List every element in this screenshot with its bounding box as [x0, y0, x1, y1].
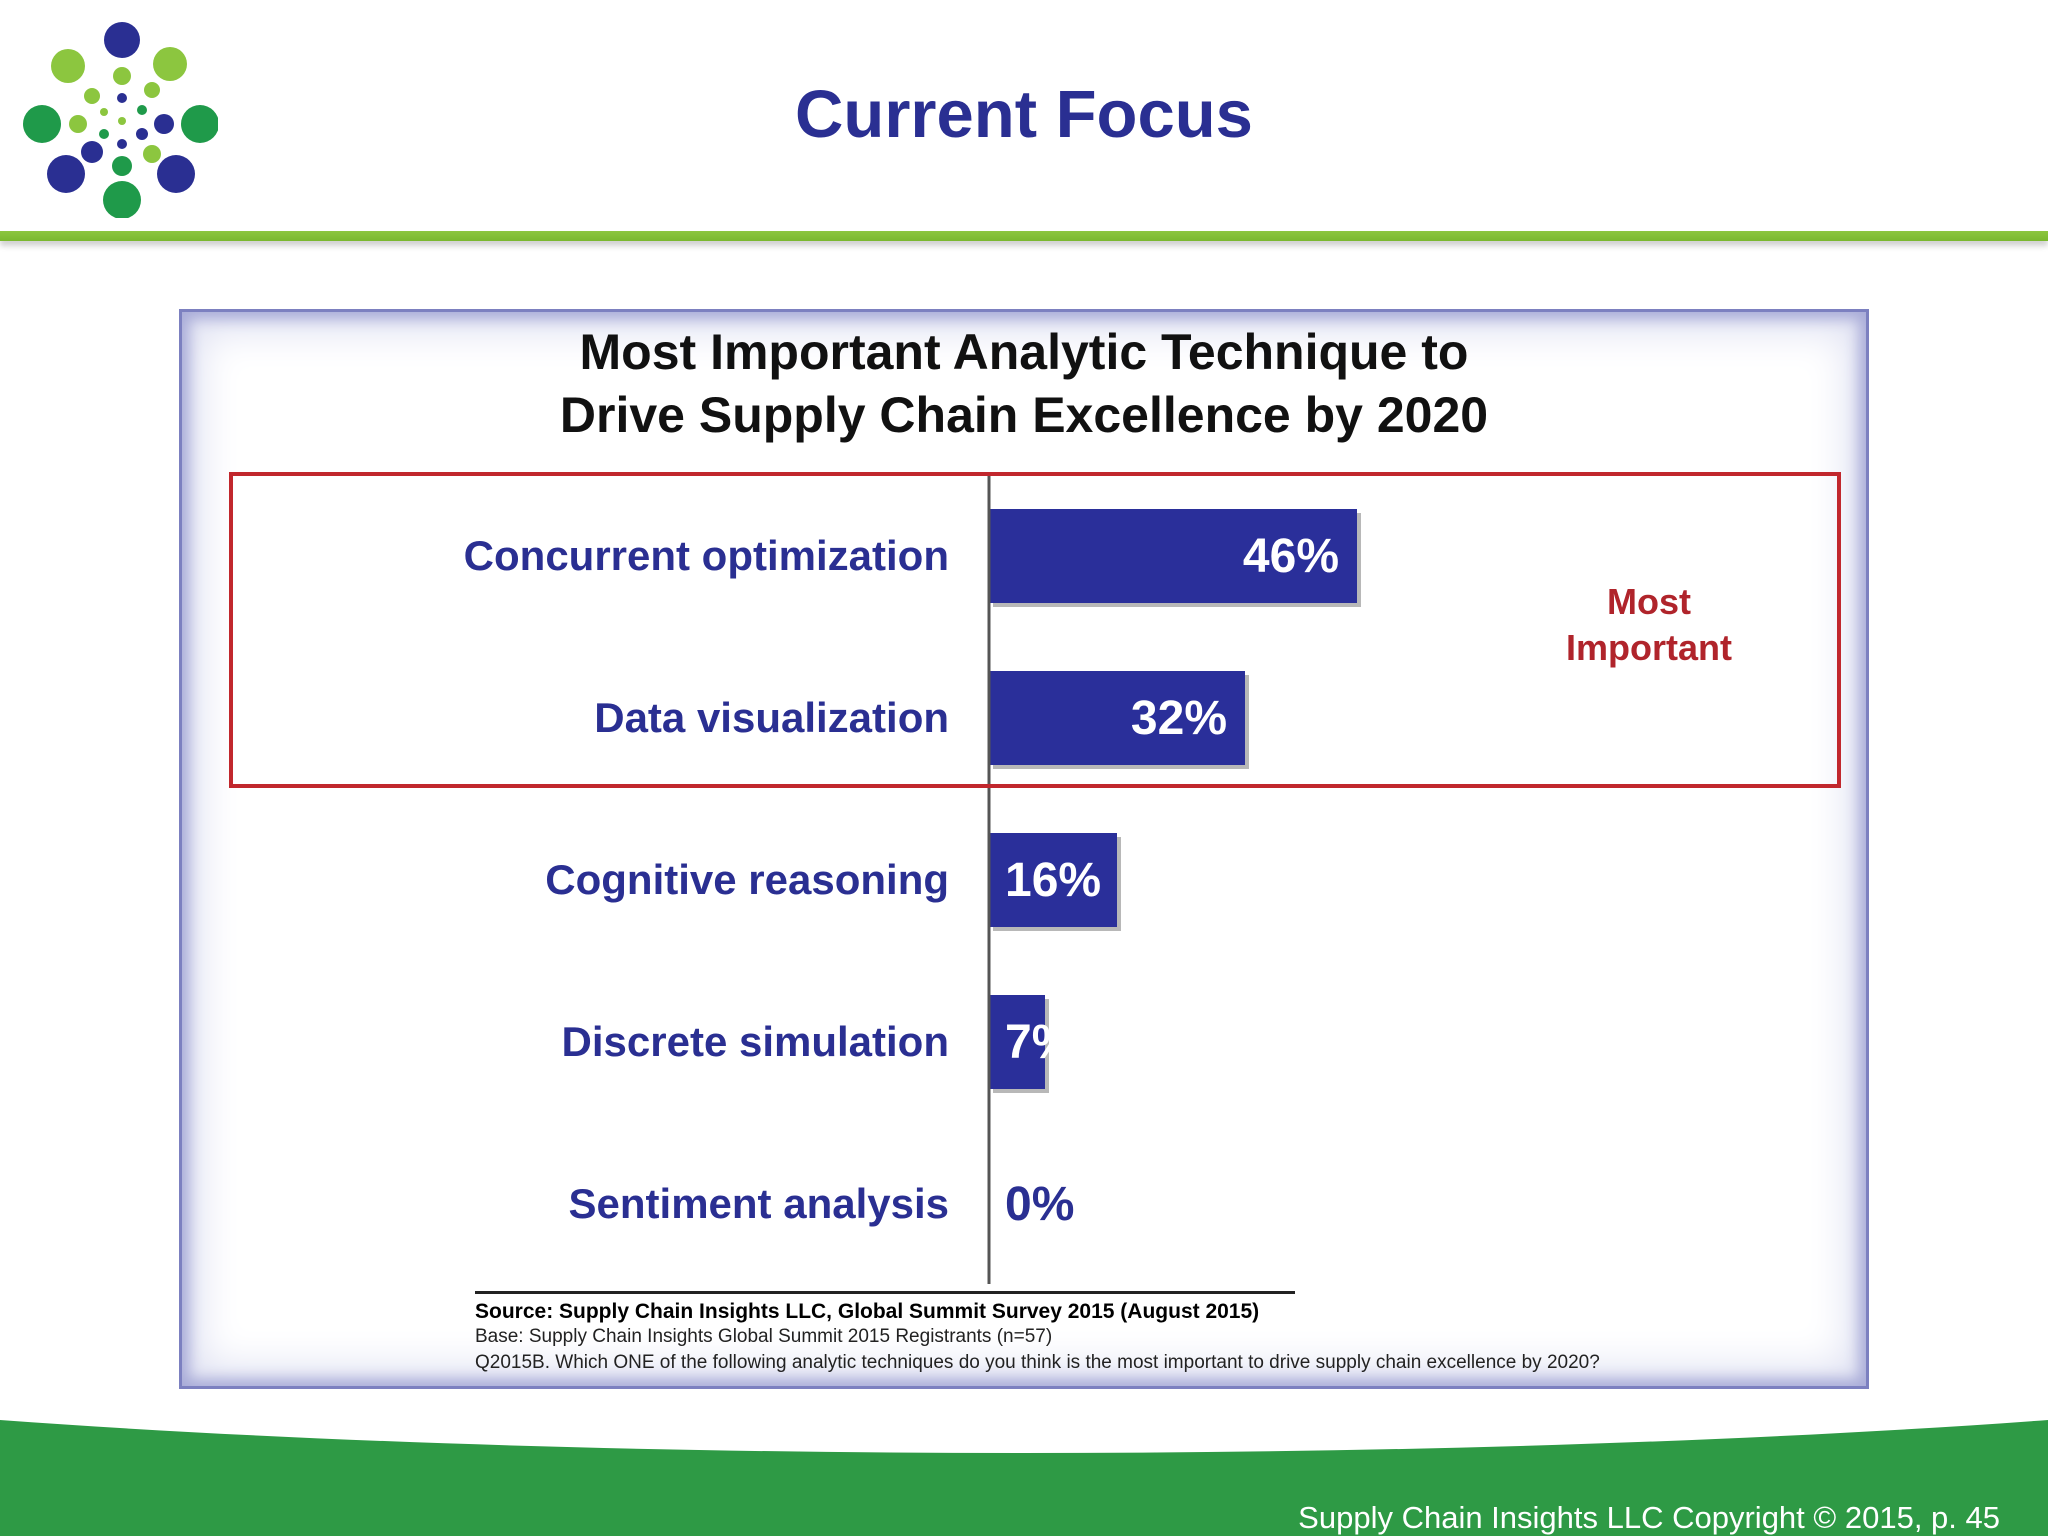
- slide-title: Current Focus: [795, 77, 1253, 152]
- chart-title: Most Important Analytic Technique to Dri…: [179, 321, 1869, 447]
- chart-title-line-2: Drive Supply Chain Excellence by 2020: [559, 387, 1489, 443]
- company-logo-icon: [23, 22, 218, 218]
- chart-title-line-1: Most Important Analytic Technique to: [579, 324, 1469, 380]
- bar: [989, 995, 1045, 1089]
- category-label: Cognitive reasoning: [545, 856, 949, 903]
- value-label: 0%: [1005, 1178, 1074, 1231]
- value-label: 46%: [1243, 530, 1339, 583]
- footer-copyright: Supply Chain Insights LLC Copyright © 20…: [1298, 1500, 2000, 1535]
- header-divider: [0, 231, 2048, 241]
- chart-base-note: Base: Supply Chain Insights Global Summi…: [475, 1326, 1053, 1347]
- source-divider: [475, 1291, 1295, 1294]
- value-label: 32%: [1131, 692, 1227, 745]
- category-label: Discrete simulation: [562, 1018, 949, 1065]
- chart-question-note: Q2015B. Which ONE of the following analy…: [475, 1352, 1600, 1373]
- footer-band: [0, 1420, 2048, 1536]
- bar: [989, 671, 1245, 765]
- category-label: Concurrent optimization: [464, 532, 949, 579]
- category-label: Sentiment analysis: [569, 1180, 949, 1227]
- most-important-label-line-2: Important: [1566, 627, 1732, 668]
- category-label: Data visualization: [594, 694, 949, 741]
- most-important-label-line-1: Most: [1607, 581, 1691, 622]
- value-label: 7%: [1005, 1016, 1074, 1069]
- most-important-label: Most Important: [1529, 579, 1769, 671]
- chart-panel: Most Important Analytic Technique to Dri…: [179, 309, 1869, 1389]
- bar-chart: Concurrent optimization 46% Data visualiza…: [464, 472, 1361, 1284]
- chart-source: Source: Supply Chain Insights LLC, Globa…: [475, 1300, 1260, 1323]
- value-label: 16%: [1005, 854, 1101, 907]
- bar: [989, 509, 1357, 603]
- bar: [989, 833, 1117, 927]
- most-important-highlight-box: [229, 472, 1841, 788]
